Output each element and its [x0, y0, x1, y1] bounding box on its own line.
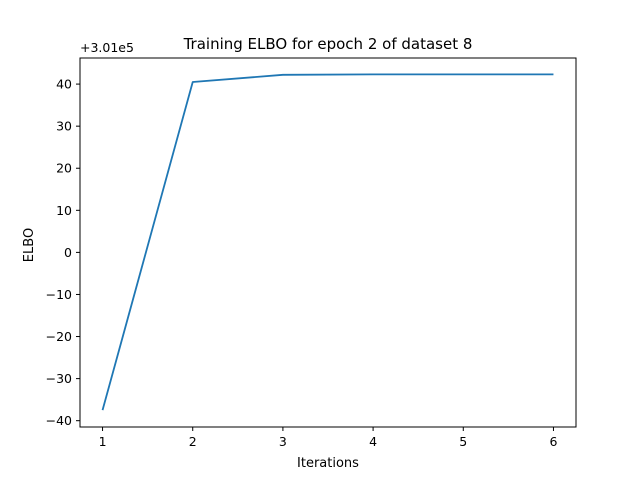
chart-title: Training ELBO for epoch 2 of dataset 8 — [183, 35, 473, 53]
series-line-0 — [101, 73, 554, 411]
y-tick-label: −30 — [46, 371, 72, 386]
x-tick-label: 5 — [459, 434, 467, 449]
y-tick-label: 40 — [56, 77, 72, 92]
x-tick-label: 4 — [369, 434, 377, 449]
x-tick-label: 6 — [549, 434, 557, 449]
y-axis-offset-label: +3.01e5 — [80, 40, 134, 55]
y-tick-label: 30 — [56, 119, 72, 134]
plot-area: 1 2 3 4 5 6 40 30 20 10 0 −10 −20 −30 −40 — [46, 57, 577, 449]
x-tick-label: 2 — [189, 434, 197, 449]
y-axis-label: ELBO — [22, 228, 37, 262]
y-tick-label: 20 — [56, 161, 72, 176]
y-tick-label: −40 — [46, 413, 72, 428]
y-tick-label: −20 — [46, 329, 72, 344]
x-tick-label: 3 — [279, 434, 287, 449]
x-tick-label: 1 — [99, 434, 107, 449]
x-axis-label: Iterations — [297, 456, 359, 471]
y-tick-label: 0 — [64, 245, 72, 260]
y-tick-label: 10 — [56, 203, 72, 218]
y-tick-label: −10 — [46, 287, 72, 302]
plot-frame — [79, 57, 577, 428]
